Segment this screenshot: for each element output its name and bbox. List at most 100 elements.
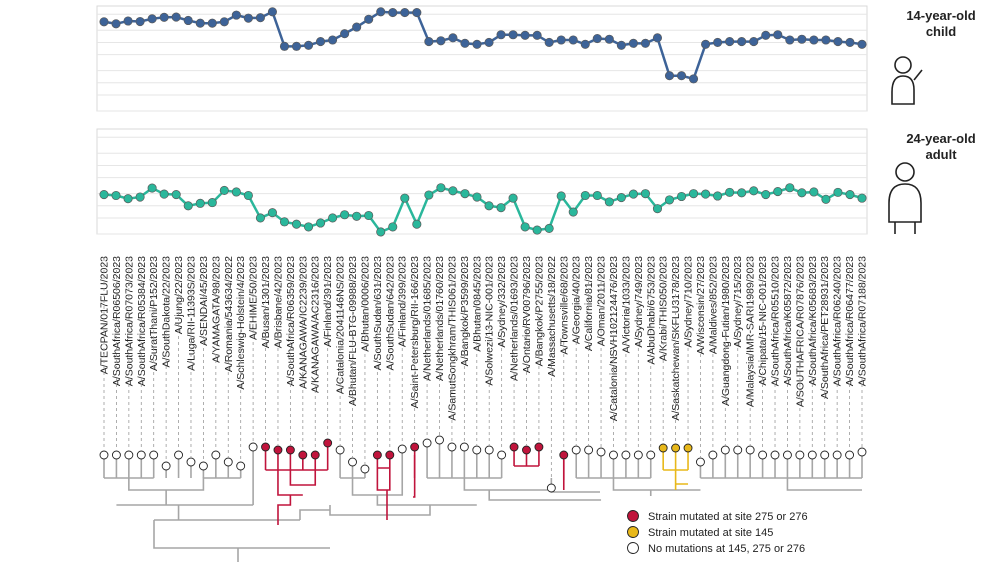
data-point — [448, 186, 458, 196]
panel-title: 14-year-old child — [906, 8, 975, 39]
tree-tip — [832, 450, 842, 460]
data-point — [340, 210, 350, 220]
data-point — [725, 37, 735, 47]
tree-tip — [484, 445, 494, 455]
data-point — [316, 218, 326, 228]
data-point — [243, 13, 253, 23]
tree-tip — [298, 450, 308, 460]
strain-label: A/SouthSudan/631/2023 — [372, 256, 384, 371]
strain-label: A/Netherlands/01685/2023 — [422, 256, 434, 381]
tree-tip — [174, 450, 184, 460]
data-point — [580, 190, 590, 201]
strain-label: A/Chipata/15-NIC-001/2023 — [757, 256, 769, 386]
data-point — [616, 193, 626, 203]
data-point — [207, 198, 217, 208]
tree-tip — [310, 450, 320, 460]
data-point — [484, 37, 494, 47]
data-point — [255, 213, 265, 223]
data-point — [749, 37, 759, 47]
data-point — [472, 39, 482, 49]
tree-tip — [857, 447, 867, 457]
data-point — [508, 193, 518, 203]
data-point — [773, 30, 783, 40]
data-point — [821, 194, 831, 204]
strain-label: A/SuratThani/P152/2023 — [148, 256, 160, 371]
strain-label: A/SouthAfrica/R07073/2023 — [123, 256, 135, 386]
tree-tip — [720, 445, 730, 455]
data-point — [448, 33, 458, 43]
strain-label: A/SouthDakota/22/2023 — [161, 256, 173, 368]
data-point — [797, 188, 807, 198]
strain-label: A/SouthAfrica/R05384/2023 — [136, 256, 148, 386]
data-point — [773, 187, 783, 197]
strain-label: A/Bangkok/P3599/2023 — [459, 256, 471, 366]
data-point — [809, 187, 819, 197]
data-point — [544, 37, 554, 47]
data-point — [219, 17, 229, 27]
tree-tip — [770, 450, 780, 460]
data-point — [99, 189, 109, 200]
tree-branch — [663, 469, 689, 490]
data-point — [845, 37, 855, 47]
tree-tip — [671, 443, 681, 453]
data-point — [652, 204, 663, 214]
data-point — [195, 18, 205, 28]
data-point — [628, 38, 638, 48]
tree-branch — [153, 519, 330, 562]
strain-label: A/Schleswig-Holstein/4/2023 — [235, 256, 247, 390]
data-point — [183, 15, 193, 26]
strain-label: A/SouthAfrica/R06506/2023 — [111, 256, 123, 386]
tree-branch — [376, 467, 391, 520]
strain-label: A/Sydney/715/2023 — [732, 256, 744, 348]
strain-label: A/Busan/1301/2023 — [260, 256, 272, 348]
strain-label: A/Georgia/40/2023 — [571, 256, 583, 344]
tree-tip — [696, 457, 705, 467]
data-point — [328, 35, 338, 45]
data-point — [364, 14, 374, 24]
strain-label: A/Massachusetts/18/2022 — [546, 256, 558, 377]
strain-label: A/Malaysia/IMR-SARI1989/2023 — [745, 256, 757, 407]
tree-tip — [99, 450, 109, 460]
tree-tip — [658, 443, 668, 453]
data-point — [231, 187, 241, 197]
strain-label: A/Saint-Petersburg/RII-166/2023 — [409, 256, 421, 408]
data-point — [472, 192, 482, 202]
data-point — [376, 227, 386, 237]
data-point — [628, 189, 638, 199]
data-point — [592, 190, 602, 201]
strain-label: A/Ujung/22/2023 — [173, 256, 185, 334]
data-point — [532, 30, 542, 40]
data-point — [159, 12, 169, 22]
tree-branch — [265, 469, 328, 525]
strain-label: A/Guangdong-Futian/1980/2023 — [720, 256, 732, 406]
data-point — [785, 35, 795, 45]
data-point — [400, 8, 410, 18]
data-point — [316, 37, 326, 47]
data-point — [424, 37, 434, 47]
strain-label: A/Sydney/710/2023 — [683, 256, 695, 348]
data-point — [664, 71, 675, 81]
data-point — [183, 201, 193, 211]
strain-label: A/Romania/543634/2022 — [223, 256, 235, 372]
legend: Strain mutated at site 275 or 276 Strain … — [627, 510, 808, 555]
tree-tip — [472, 445, 482, 455]
tree-tip — [497, 450, 507, 460]
strain-label: A/SamutSongkhram/THIS061/2023 — [446, 256, 458, 421]
strain-label: A/SOUTHAFRICA/R07876/2023 — [794, 256, 806, 407]
tree-tip — [161, 461, 171, 471]
data-point — [737, 37, 747, 47]
strain-label: A/Netherlands/01760/2023 — [434, 256, 446, 381]
tree-tip — [683, 443, 693, 453]
data-point — [640, 38, 650, 48]
strain-label: A/Sydney/332/2023 — [496, 256, 508, 348]
data-point — [171, 12, 181, 22]
strain-label: A/SouthAfrica/K05683/2023 — [807, 256, 819, 386]
tree-tip — [211, 450, 221, 460]
tree-branch — [116, 478, 254, 520]
data-point — [123, 194, 133, 204]
strain-label: A/Sydney/749/2023 — [633, 256, 645, 348]
tree-tip — [584, 445, 594, 455]
data-point — [207, 18, 217, 28]
data-point — [460, 38, 470, 48]
tree-tip — [335, 445, 345, 455]
